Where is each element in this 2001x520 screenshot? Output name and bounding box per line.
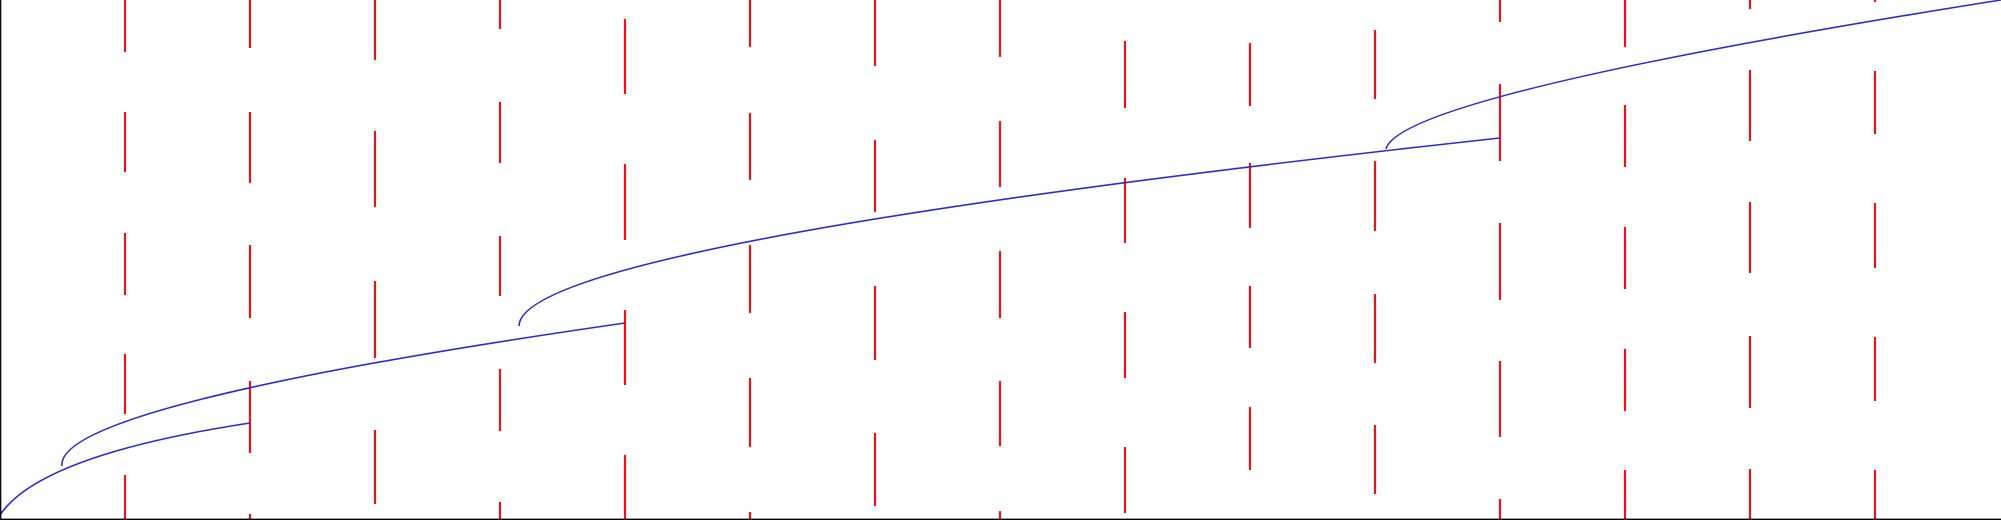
blue-path-3 xyxy=(518,137,1501,327)
red-segments xyxy=(123,0,1877,520)
blue-path-1 xyxy=(0,422,251,516)
blue-path-4 xyxy=(1385,0,2001,150)
blue-path-2 xyxy=(61,322,626,467)
